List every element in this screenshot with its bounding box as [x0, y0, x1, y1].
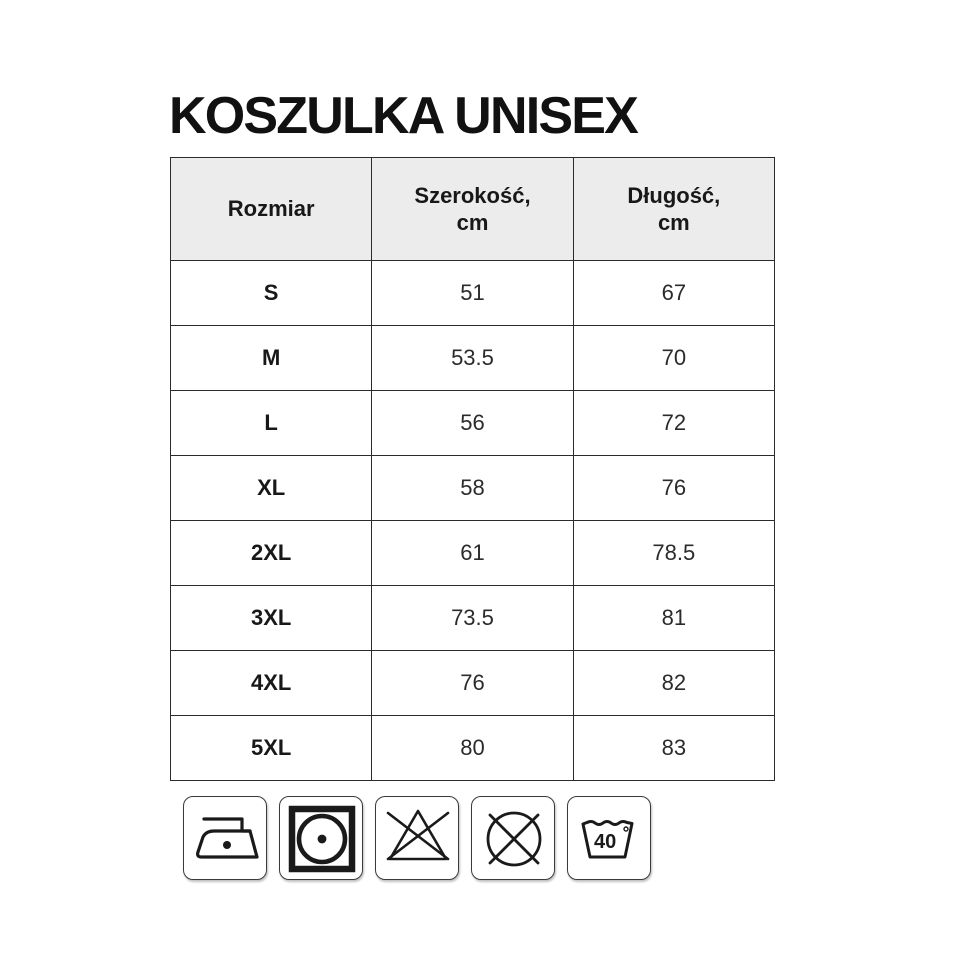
svg-text:40: 40: [594, 831, 616, 853]
